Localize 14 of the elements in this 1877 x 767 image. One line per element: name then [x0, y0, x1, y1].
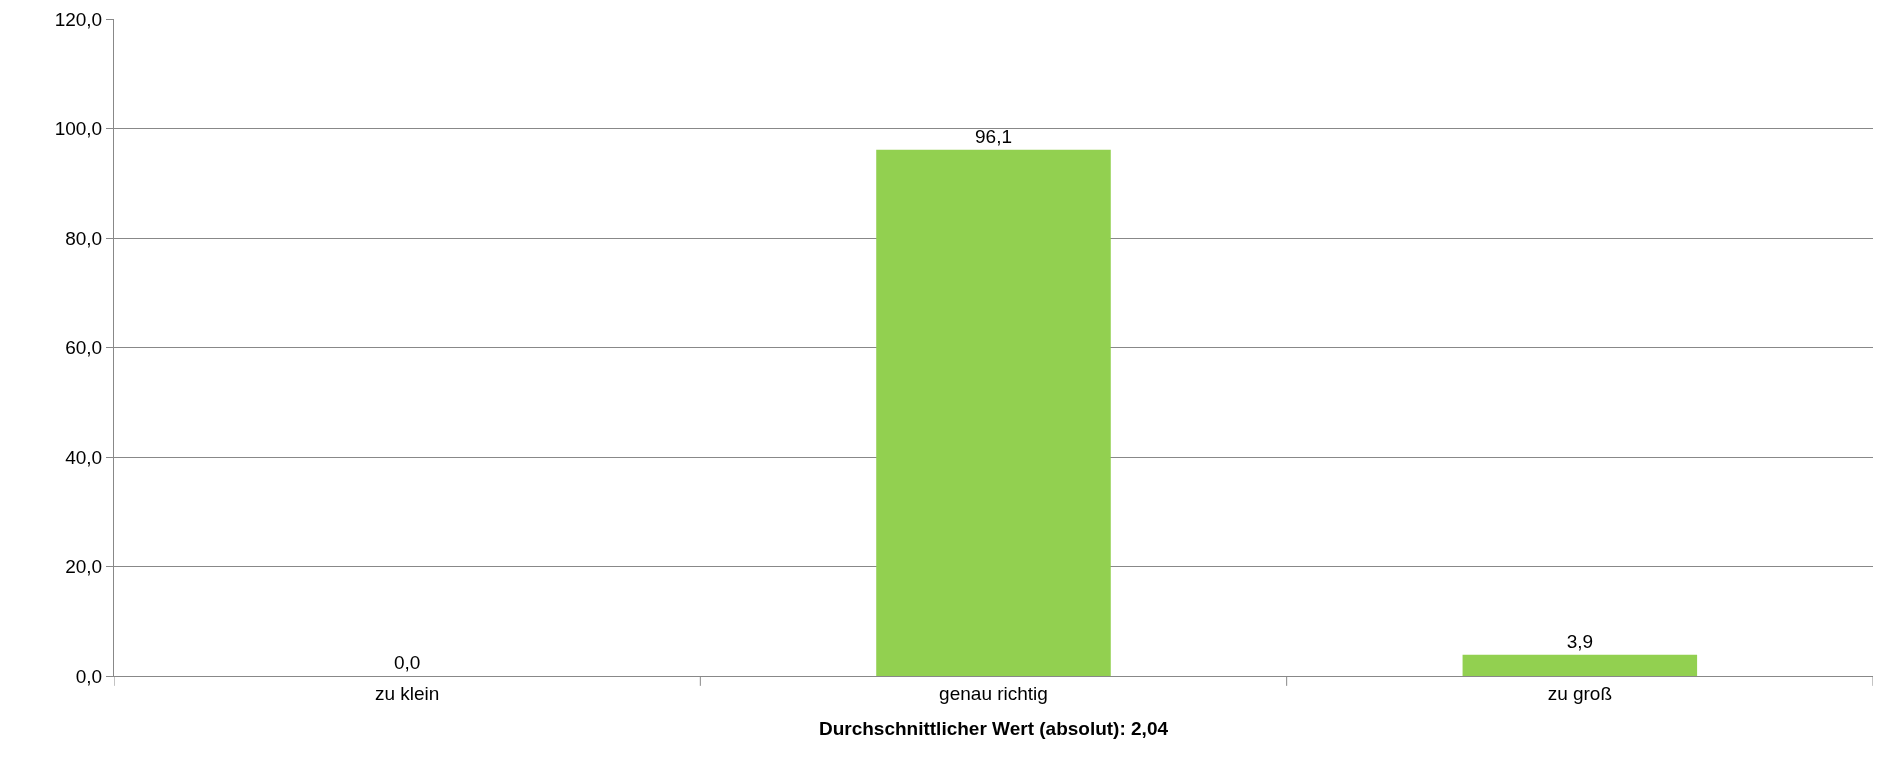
data-label: 3,9 [1566, 630, 1594, 652]
data-label: 96,1 [975, 125, 1012, 147]
x-tick-label: zu groß [1547, 682, 1613, 704]
y-tick-label: 0,0 [75, 665, 103, 687]
y-tick-label: 80,0 [65, 227, 103, 249]
y-tick-label: 100,0 [54, 118, 103, 140]
y-tick-label: 40,0 [65, 446, 103, 468]
y-tick-label: 120,0 [54, 8, 103, 30]
y-tick-label: 20,0 [65, 556, 103, 578]
y-tick-label: 60,0 [65, 337, 103, 359]
x-tick-label: zu klein [374, 682, 440, 704]
x-tick-label: genau richtig [939, 682, 1048, 704]
data-label: 0,0 [393, 652, 421, 673]
x-axis-title: Durchschnittlicher Wert (absolut): 2,04 [818, 717, 1169, 739]
